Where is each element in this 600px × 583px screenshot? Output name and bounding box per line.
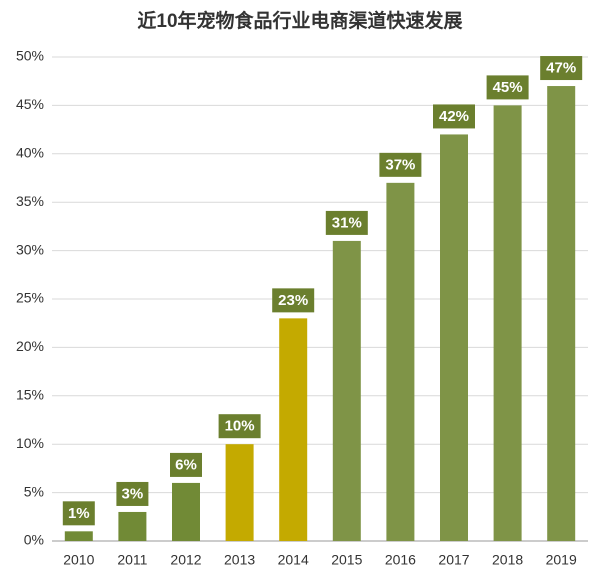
x-tick-label: 2019 <box>546 552 577 568</box>
y-tick-label: 5% <box>24 483 44 499</box>
value-label-box <box>540 56 583 81</box>
y-tick-label: 15% <box>16 387 44 403</box>
x-tick-label: 2015 <box>331 552 362 568</box>
value-label-box <box>170 452 202 477</box>
y-tick-label: 30% <box>16 241 44 257</box>
x-tick-label: 2012 <box>170 552 201 568</box>
value-label: 23% <box>278 292 308 309</box>
bar <box>279 318 308 541</box>
value-label-box <box>486 75 529 100</box>
bar <box>547 86 576 541</box>
value-label-box <box>218 414 261 439</box>
value-label: 6% <box>175 456 197 473</box>
value-label: 45% <box>493 79 523 96</box>
y-tick-label: 0% <box>24 532 44 548</box>
y-tick-label: 10% <box>16 435 44 451</box>
bar <box>225 444 254 541</box>
value-label-box <box>116 481 149 506</box>
x-tick-label: 2013 <box>224 552 255 568</box>
value-label-box <box>433 104 475 129</box>
bar <box>64 531 93 541</box>
chart-title: 近10年宠物食品行业电商渠道快速发展 <box>137 9 462 32</box>
bar <box>332 240 361 542</box>
value-label: 10% <box>225 418 255 435</box>
bar <box>440 134 468 541</box>
x-tick-label: 2016 <box>385 552 416 568</box>
y-tick-label: 50% <box>16 48 44 64</box>
y-tick-label: 45% <box>16 96 44 112</box>
y-tick-label: 20% <box>16 338 44 354</box>
value-label: 31% <box>332 214 362 231</box>
value-label: 37% <box>385 156 415 173</box>
value-label-box <box>379 152 422 177</box>
y-tick-label: 25% <box>16 290 44 306</box>
value-label: 42% <box>439 108 469 125</box>
x-tick-label: 2018 <box>492 552 523 568</box>
x-tick-label: 2017 <box>438 552 469 568</box>
value-label-box <box>272 288 315 313</box>
value-label: 3% <box>122 485 144 502</box>
bar <box>493 105 522 542</box>
x-tick-label: 2010 <box>63 552 94 568</box>
value-label-box <box>62 501 95 526</box>
value-label-box <box>325 210 368 235</box>
bar <box>118 511 147 541</box>
value-label: 47% <box>546 60 576 77</box>
y-tick-label: 40% <box>16 145 44 161</box>
y-tick-label: 35% <box>16 193 44 209</box>
value-label: 1% <box>68 505 90 522</box>
bar <box>172 482 200 541</box>
x-tick-label: 2011 <box>117 552 147 568</box>
x-tick-label: 2014 <box>278 552 309 568</box>
bar <box>386 182 415 541</box>
